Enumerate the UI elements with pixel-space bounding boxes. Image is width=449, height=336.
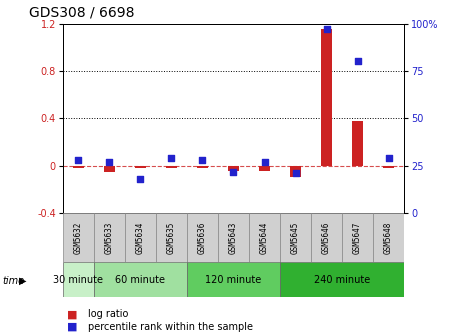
Point (385, 156, 392, 161)
Text: GSM5636: GSM5636 (198, 221, 207, 254)
Text: GSM5644: GSM5644 (260, 221, 269, 254)
Bar (280, 262, 404, 297)
Bar (104, 166, 115, 172)
Text: ■: ■ (67, 322, 78, 332)
Bar (352, 121, 363, 166)
Text: time: time (2, 276, 24, 286)
Text: GSM5648: GSM5648 (384, 221, 393, 254)
Text: log ratio: log ratio (88, 309, 128, 319)
Bar (94, 262, 187, 297)
Bar (187, 262, 280, 297)
Bar (373, 213, 404, 262)
Text: ▶: ▶ (19, 276, 26, 286)
Text: percentile rank within the sample: percentile rank within the sample (88, 322, 252, 332)
Point (354, 59, 361, 64)
Text: GSM5634: GSM5634 (136, 221, 145, 254)
Bar (321, 30, 332, 166)
Point (230, 169, 237, 174)
Text: 30 minute: 30 minute (53, 275, 103, 285)
Bar (156, 213, 187, 262)
Bar (73, 166, 84, 168)
Bar (218, 213, 249, 262)
Text: ■: ■ (67, 309, 78, 319)
Bar (342, 213, 373, 262)
Bar (228, 166, 239, 171)
Bar (135, 166, 146, 168)
Text: 240 minute: 240 minute (314, 275, 370, 285)
Point (323, 27, 330, 32)
Bar (125, 213, 156, 262)
Text: GSM5646: GSM5646 (322, 221, 331, 254)
Text: GSM5647: GSM5647 (353, 221, 362, 254)
Text: GSM5633: GSM5633 (105, 221, 114, 254)
Text: GSM5635: GSM5635 (167, 221, 176, 254)
Text: GSM5643: GSM5643 (229, 221, 238, 254)
Bar (259, 166, 270, 171)
Text: 60 minute: 60 minute (115, 275, 165, 285)
Bar (94, 213, 125, 262)
Point (199, 158, 206, 163)
Text: GSM5632: GSM5632 (74, 221, 83, 254)
Bar (249, 213, 280, 262)
Point (261, 159, 268, 165)
Text: 120 minute: 120 minute (205, 275, 262, 285)
Bar (280, 213, 311, 262)
Bar (166, 166, 177, 168)
Point (292, 171, 299, 176)
Point (106, 159, 113, 165)
Point (75, 158, 82, 163)
Bar (383, 166, 394, 168)
Bar (187, 213, 218, 262)
Bar (63, 262, 94, 297)
Text: GSM5645: GSM5645 (291, 221, 300, 254)
Bar (63, 213, 94, 262)
Bar (290, 166, 301, 177)
Bar (311, 213, 342, 262)
Point (168, 156, 175, 161)
Text: GDS308 / 6698: GDS308 / 6698 (29, 6, 134, 19)
Point (137, 176, 144, 182)
Bar (197, 166, 208, 168)
